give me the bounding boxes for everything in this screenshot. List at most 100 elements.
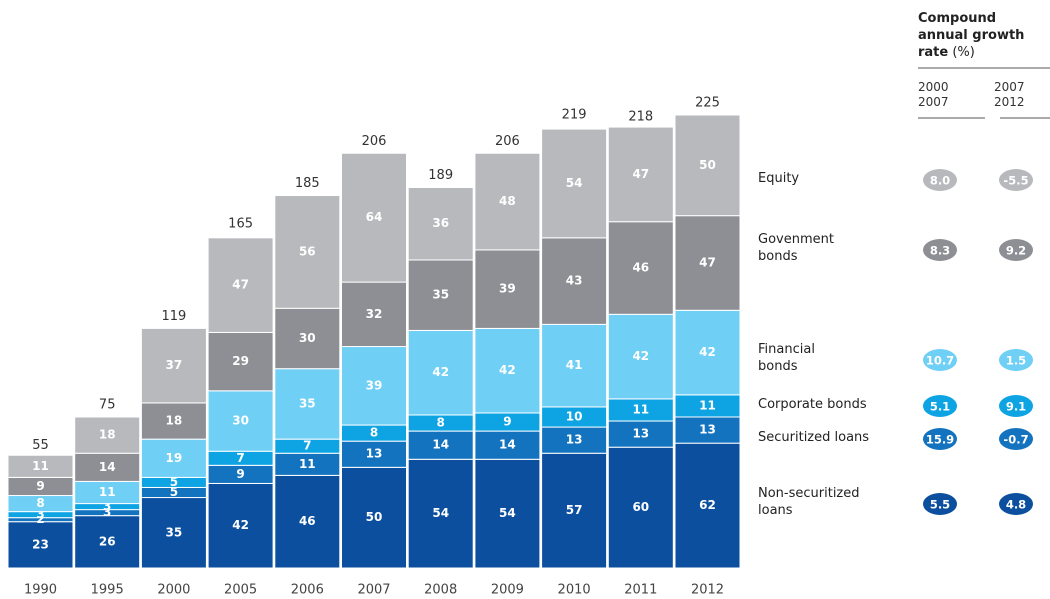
value-label: 54 (566, 176, 583, 190)
value-label: 42 (232, 518, 249, 532)
value-label: 19 (166, 451, 183, 465)
bar-segment (341, 346, 407, 426)
cagr-badge (999, 395, 1033, 417)
bar-segment (407, 186, 474, 261)
value-label: 50 (699, 158, 716, 172)
value-label: 39 (499, 282, 516, 296)
value-label: 60 (632, 500, 649, 514)
bar-segment (407, 259, 474, 331)
bar-segment (541, 452, 608, 569)
value-label: 50 (366, 510, 383, 524)
bar-segment (674, 215, 741, 311)
bar-segment (607, 420, 674, 448)
value-label: 56 (299, 244, 316, 258)
bar-segment (607, 313, 674, 400)
bar-segment (7, 454, 74, 478)
legend-label: Securitized loans (758, 429, 870, 445)
legend-label: Financial bonds (758, 342, 815, 374)
cagr-value: 5.5 (930, 498, 950, 512)
bar-segment (541, 323, 608, 408)
legend-label: Corporate bonds (758, 396, 867, 412)
value-label: 8 (370, 426, 378, 440)
cagr-badge (923, 493, 957, 515)
value-label: 14 (432, 438, 449, 452)
value-label: 32 (366, 307, 383, 321)
total-label: 165 (228, 216, 253, 231)
cagr-badge (923, 349, 957, 371)
bar-segment (674, 309, 741, 396)
cagr-value: 9.1 (1006, 400, 1026, 414)
x-tick-label: 2005 (224, 583, 257, 598)
value-label: 7 (303, 439, 311, 453)
bar-segment (341, 466, 407, 569)
x-tick-label: 1990 (24, 583, 57, 598)
bar-segment (207, 390, 274, 452)
bar-segment (541, 426, 608, 454)
cagr-value: -5.5 (1003, 174, 1028, 188)
bar-segment (7, 521, 74, 569)
period-label: 2007 (918, 95, 949, 109)
x-tick-label: 2009 (491, 583, 524, 598)
bar-segment (140, 438, 207, 478)
bar-segment (674, 442, 741, 569)
x-tick-label: 1995 (91, 583, 124, 598)
bar-segment (207, 331, 274, 392)
cagr-value: 8.3 (930, 244, 950, 258)
bar-segment (341, 440, 407, 468)
value-label: 2 (36, 512, 44, 526)
bar-segment (607, 446, 674, 569)
value-label: 39 (366, 378, 383, 392)
bar-segment (140, 497, 207, 569)
value-label: 42 (632, 349, 649, 363)
bar-segment (607, 221, 674, 315)
value-label: 41 (566, 358, 583, 372)
cagr-value: 5.1 (930, 400, 950, 414)
bar-segment (407, 430, 474, 460)
x-tick-label: 2011 (624, 583, 657, 598)
total-label: 218 (628, 110, 653, 125)
cagr-badge (923, 395, 957, 417)
cagr-badge (923, 239, 957, 261)
value-label: 37 (166, 358, 183, 372)
period-label: 2012 (994, 95, 1025, 109)
value-label: 42 (432, 365, 449, 379)
value-label: 11 (32, 459, 49, 473)
value-label: 11 (299, 457, 316, 471)
cagr-value: 4.8 (1006, 498, 1026, 512)
cagr-badge (999, 239, 1033, 261)
bar-segment (607, 126, 674, 223)
bar-segment (407, 458, 474, 569)
cagr-value: 15.9 (926, 433, 954, 447)
bar-segment (274, 195, 341, 309)
cagr-value: 1.5 (1006, 354, 1026, 368)
value-label: 9 (503, 415, 511, 429)
cagr-value: 10.7 (926, 354, 954, 368)
value-label: 13 (632, 427, 649, 441)
cagr-badge (999, 349, 1033, 371)
value-label: 9 (236, 467, 244, 481)
value-label: 14 (99, 460, 116, 474)
x-tick-label: 2000 (157, 583, 190, 598)
value-label: 48 (499, 194, 516, 208)
bar-segment (674, 416, 741, 444)
cagr-badge (923, 428, 957, 450)
cagr-unit: (%) (952, 45, 975, 60)
legend-label: Equity (758, 170, 800, 186)
value-label: 23 (32, 537, 49, 551)
value-label: 11 (699, 398, 716, 412)
cagr-badge (999, 493, 1033, 515)
value-label: 35 (299, 396, 316, 410)
value-label: 5 (170, 475, 178, 489)
period-label: 2000 (918, 80, 949, 94)
bar-segment (541, 237, 608, 325)
bar-segment (140, 402, 207, 440)
total-label: 219 (562, 108, 587, 123)
value-label: 18 (99, 428, 116, 442)
cagr-header: Compound annual growth rate (%) (918, 10, 1050, 61)
bar-segment (274, 307, 341, 370)
value-label: 10 (566, 410, 583, 424)
bar-segment (207, 237, 274, 333)
bar-segment (140, 327, 207, 404)
total-label: 206 (362, 134, 387, 149)
